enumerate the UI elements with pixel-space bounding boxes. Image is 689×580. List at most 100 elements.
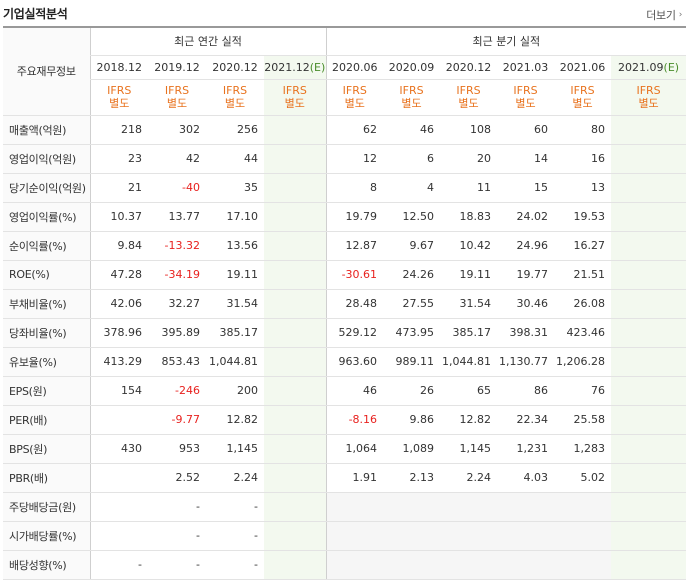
ifrs-standard: IFRS (636, 84, 661, 97)
value-cell (440, 521, 498, 551)
value-cell (611, 115, 687, 145)
ifrs-scope: 별도 (166, 97, 188, 110)
table-row: 당좌비율(%) 378.96 395.89 385.17 529.12 473.95 385… (3, 318, 687, 348)
chevron-right-icon: › (678, 10, 683, 20)
value-cell: 62 (325, 115, 384, 145)
value-cell (497, 491, 555, 522)
table-row: BPS(원) 430 953 1,145 1,064 1,089 1,145 1,231 1,2… (3, 434, 687, 464)
ifrs-scope: 별도 (572, 97, 593, 110)
value-cell: 19.77 (497, 260, 555, 290)
value-cell (264, 231, 327, 261)
ifrs-label: IFRS 별도 (497, 79, 555, 116)
value-cell (611, 434, 687, 464)
value-cell (264, 434, 327, 464)
row-label: 순이익률(%) (3, 231, 90, 261)
value-cell: 2.24 (206, 463, 264, 493)
row-label: 부채비율(%) (3, 288, 90, 319)
value-cell: 1,089 (383, 434, 441, 464)
ifrs-label: IFRS 별도 (554, 79, 612, 116)
more-link[interactable]: 더보기 › (646, 7, 682, 23)
value-cell: 24.02 (497, 201, 555, 232)
value-cell: 9.86 (383, 405, 441, 435)
row-label: 영업이익(억원) (3, 144, 90, 174)
value-cell (611, 231, 687, 261)
table-row: PER(배) -9.77 12.82 -8.16 9.86 12.82 22.34 25.58 (3, 405, 687, 435)
period-header: 2020.12 (440, 55, 498, 80)
ifrs-label: IFRS 별도 (611, 79, 687, 116)
value-cell (264, 288, 327, 319)
value-cell: 529.12 (325, 318, 384, 348)
value-cell: 1,064 (325, 434, 384, 464)
row-label: 매출액(억원) (3, 115, 90, 145)
value-cell (611, 550, 687, 580)
section-header: 기업실적분석 더보기 › (0, 0, 689, 26)
value-cell (264, 347, 327, 377)
value-cell: 8 (325, 173, 384, 203)
row-label: PBR(배) (3, 463, 90, 493)
ifrs-standard: IFRS (222, 84, 248, 97)
value-cell: 218 (89, 115, 148, 145)
quarter-group-header: 최근 분기 실적 (325, 27, 687, 56)
value-cell (611, 144, 687, 174)
value-cell (89, 405, 148, 435)
ifrs-standard: IFRS (342, 84, 367, 97)
value-cell: 473.95 (383, 318, 441, 348)
table-row: PBR(배) 2.52 2.24 1.91 2.13 2.24 4.03 5.02 (3, 463, 687, 493)
value-cell: 15 (497, 173, 555, 203)
row-label: 시가배당률(%) (3, 521, 90, 551)
value-cell: 25.58 (554, 405, 612, 435)
value-cell (264, 201, 327, 232)
estimate-mark: (E) (663, 60, 680, 74)
value-cell: 6 (383, 144, 441, 174)
table-row: 부채비율(%) 42.06 32.27 31.54 28.48 27.55 31.54 30.… (3, 288, 687, 319)
row-label: PER(배) (3, 405, 90, 435)
value-cell (264, 260, 327, 290)
estimate-mark: (E) (309, 60, 326, 74)
value-cell: 12.82 (206, 405, 264, 435)
value-cell (264, 375, 327, 406)
value-cell: - (206, 521, 264, 551)
value-cell: 2.52 (148, 463, 206, 493)
value-cell: 13 (554, 173, 612, 203)
value-cell: 12.50 (383, 201, 441, 232)
table-row: ROE(%) 47.28 -34.19 19.11 -30.61 24.26 19.11 19… (3, 260, 687, 290)
value-cell: 10.42 (440, 231, 498, 261)
value-cell: 60 (497, 115, 555, 145)
row-label: 유보율(%) (3, 347, 90, 377)
period-header: 2021.09(E) (611, 55, 687, 80)
value-cell: 953 (148, 434, 206, 464)
value-cell (89, 521, 148, 551)
value-cell (554, 491, 612, 522)
value-cell: - (148, 550, 206, 580)
value-cell: 395.89 (148, 318, 206, 348)
value-cell (264, 550, 327, 580)
row-label: 배당성향(%) (3, 550, 90, 580)
value-cell: 32.27 (148, 288, 206, 319)
value-cell (264, 405, 327, 435)
table-row: 주당배당금(원) - - (3, 491, 687, 522)
ifrs-standard: IFRS (513, 84, 538, 97)
value-cell: 26 (383, 375, 441, 406)
period-header: 2020.09 (383, 55, 441, 80)
value-cell: 13.56 (206, 231, 264, 261)
value-cell: 23 (89, 144, 148, 174)
value-cell (440, 491, 498, 522)
value-cell: 21.51 (554, 260, 612, 290)
period-header: 2021.12(E) (264, 55, 327, 80)
value-cell: 31.54 (440, 288, 498, 319)
ifrs-standard: IFRS (399, 84, 424, 97)
value-cell: 19.79 (325, 201, 384, 232)
value-cell: 154 (89, 375, 148, 406)
value-cell: 1,145 (440, 434, 498, 464)
value-cell (383, 550, 441, 580)
table-row: 당기순이익(억원) 21 -40 35 8 4 11 15 13 (3, 173, 687, 203)
value-cell: 24.26 (383, 260, 441, 290)
ifrs-label: IFRS 별도 (206, 79, 264, 116)
value-cell: 11 (440, 173, 498, 203)
value-cell: 853.43 (148, 347, 206, 377)
value-cell: 2.13 (383, 463, 441, 493)
value-cell (440, 550, 498, 580)
value-cell: 76 (554, 375, 612, 406)
value-cell (264, 491, 327, 522)
value-cell: 19.11 (206, 260, 264, 290)
